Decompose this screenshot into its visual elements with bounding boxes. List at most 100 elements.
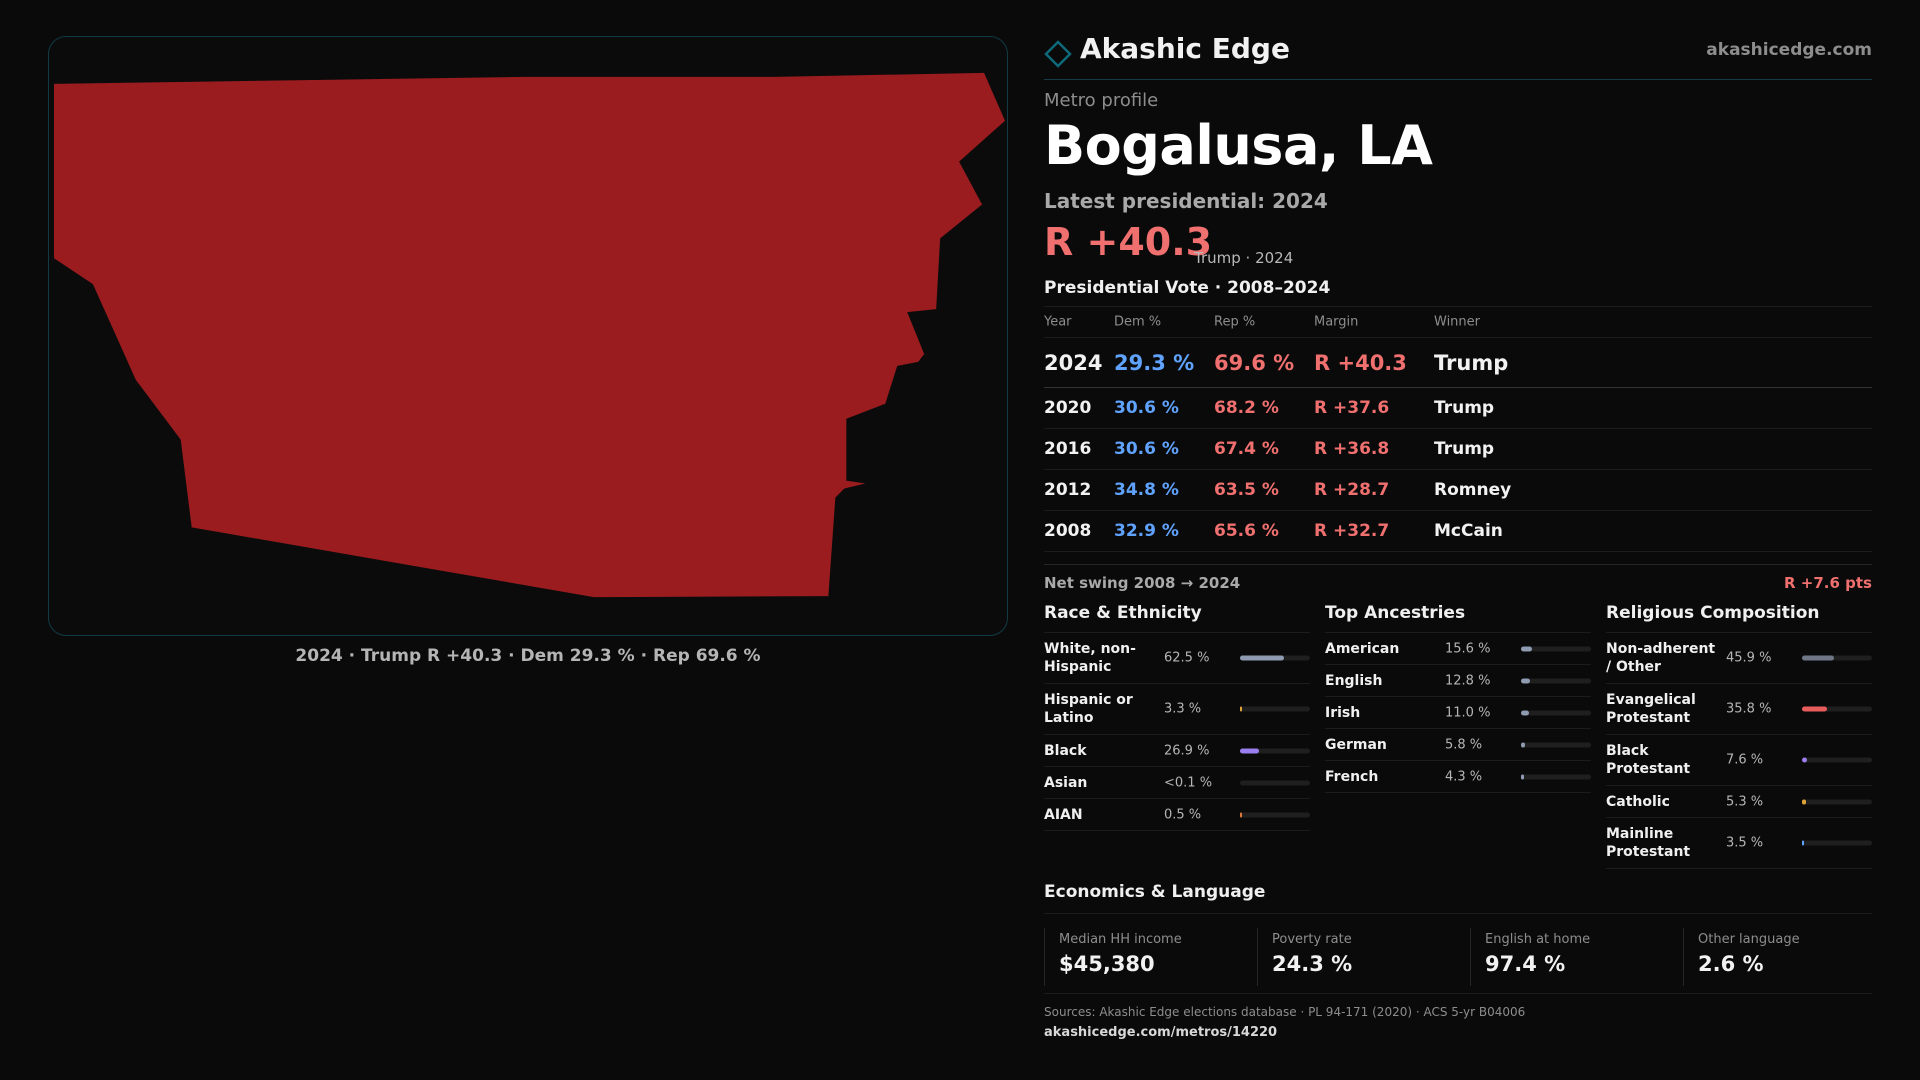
- sources-note: Sources: Akashic Edge elections database…: [1044, 1005, 1526, 1019]
- list-item-label: Mainline Protestant: [1606, 826, 1691, 860]
- cell-winner: McCain: [1434, 521, 1503, 541]
- headline-margin: R +40.3: [1044, 220, 1213, 264]
- cell-year: 2020: [1044, 398, 1092, 418]
- religion-title: Religious Composition: [1606, 600, 1872, 633]
- list-item-label: AIAN: [1044, 806, 1083, 823]
- cell-year: 2016: [1044, 439, 1092, 459]
- vote-table-title: Presidential Vote · 2008–2024: [1044, 278, 1331, 298]
- list-item: Mainline Protestant 3.5 %: [1606, 818, 1872, 869]
- metro-map-svg: [53, 72, 1006, 598]
- list-item-label: French: [1325, 768, 1379, 785]
- cell-margin: R +37.6: [1314, 398, 1390, 418]
- share-bar-fill: [1802, 757, 1808, 763]
- stat-median-income: Median HH income $45,380: [1044, 928, 1251, 986]
- race-ethnicity-section: Race & Ethnicity White, non-Hispanic 62.…: [1044, 600, 1310, 831]
- share-bar: [1240, 748, 1310, 753]
- list-item-label: Asian: [1044, 774, 1088, 791]
- column-header-rep: Rep %: [1214, 314, 1256, 330]
- cell-dem: 29.3 %: [1114, 350, 1195, 375]
- cell-rep: 68.2 %: [1214, 398, 1279, 418]
- table-row: 2016 30.6 % 67.4 % R +36.8 Trump: [1044, 429, 1872, 470]
- list-item-label: Irish: [1325, 704, 1361, 721]
- cell-winner: Trump: [1434, 398, 1495, 418]
- stat-value: 97.4 %: [1485, 952, 1566, 976]
- column-header-margin: Margin: [1314, 314, 1359, 330]
- list-item-value: 5.8 %: [1445, 737, 1483, 752]
- share-bar-fill: [1802, 840, 1805, 846]
- net-swing-label: Net swing 2008 → 2024: [1044, 574, 1241, 592]
- cell-margin: R +40.3: [1314, 350, 1407, 375]
- column-header-dem: Dem %: [1114, 314, 1162, 330]
- brand-name[interactable]: Akashic Edge: [1080, 32, 1290, 65]
- share-bar: [1521, 678, 1591, 683]
- share-bar-fill: [1521, 774, 1524, 779]
- share-bar-fill: [1240, 812, 1242, 817]
- cell-dem: 30.6 %: [1114, 398, 1179, 418]
- list-item: German 5.8 %: [1325, 729, 1591, 761]
- economics-grid: Median HH income $45,380 Poverty rate 24…: [1044, 928, 1872, 994]
- cell-margin: R +28.7: [1314, 480, 1390, 500]
- share-bar-fill: [1521, 646, 1532, 651]
- share-bar: [1521, 742, 1591, 747]
- list-item: Irish 11.0 %: [1325, 697, 1591, 729]
- list-item-label: German: [1325, 736, 1387, 753]
- list-item: American 15.6 %: [1325, 633, 1591, 665]
- column-header-winner: Winner: [1434, 314, 1481, 330]
- brand-header: Akashic Edge akashicedge.com: [1044, 30, 1872, 80]
- share-bar: [1521, 774, 1591, 779]
- stat-label: Median HH income: [1059, 932, 1182, 947]
- stat-label: Poverty rate: [1272, 932, 1352, 947]
- latest-presidential-label: Latest presidential: 2024: [1044, 189, 1328, 213]
- stat-value: 24.3 %: [1272, 952, 1353, 976]
- list-item: French 4.3 %: [1325, 761, 1591, 793]
- brand-url-link[interactable]: akashicedge.com: [1706, 40, 1872, 60]
- list-item-label: Catholic: [1606, 793, 1670, 810]
- list-item-value: 26.9 %: [1164, 743, 1210, 758]
- stat-value: $45,380: [1059, 952, 1155, 976]
- list-item-value: 3.5 %: [1726, 835, 1764, 851]
- list-item: White, non-Hispanic 62.5 %: [1044, 633, 1310, 684]
- stat-poverty-rate: Poverty rate 24.3 %: [1257, 928, 1464, 986]
- share-bar-fill: [1240, 655, 1284, 661]
- stat-value: 2.6 %: [1698, 952, 1764, 976]
- list-item: English 12.8 %: [1325, 665, 1591, 697]
- permalink[interactable]: akashicedge.com/metros/14220: [1044, 1025, 1278, 1040]
- share-bar-fill: [1802, 799, 1806, 804]
- stat-english-at-home: English at home 97.4 %: [1470, 928, 1677, 986]
- metro-map[interactable]: [48, 36, 1008, 636]
- cell-year: 2024: [1044, 350, 1103, 375]
- cell-winner: Trump: [1434, 439, 1495, 459]
- list-item-value: 62.5 %: [1164, 650, 1210, 666]
- presidential-vote-table: Year Dem % Rep % Margin Winner 2024 29.3…: [1044, 306, 1872, 552]
- share-bar: [1802, 840, 1872, 846]
- economics-title: Economics & Language: [1044, 882, 1872, 914]
- list-item-label: Non-adherent / Other: [1606, 641, 1716, 675]
- stat-other-language: Other language 2.6 %: [1683, 928, 1890, 986]
- race-ethnicity-title: Race & Ethnicity: [1044, 600, 1310, 633]
- cell-dem: 30.6 %: [1114, 439, 1179, 459]
- cell-rep: 65.6 %: [1214, 521, 1279, 541]
- list-item-label: White, non-Hispanic: [1044, 641, 1136, 675]
- share-bar-fill: [1240, 706, 1243, 712]
- diamond-icon: [1044, 40, 1072, 68]
- cell-year: 2012: [1044, 480, 1092, 500]
- share-bar: [1240, 655, 1310, 661]
- cell-margin: R +32.7: [1314, 521, 1390, 541]
- table-row: 2020 30.6 % 68.2 % R +37.6 Trump: [1044, 388, 1872, 429]
- list-item-value: 12.8 %: [1445, 673, 1491, 688]
- table-header-row: Year Dem % Rep % Margin Winner: [1044, 306, 1872, 338]
- share-bar: [1802, 655, 1872, 661]
- cell-margin: R +36.8: [1314, 439, 1390, 459]
- list-item-value: 15.6 %: [1445, 641, 1491, 656]
- table-row: 2024 29.3 % 69.6 % R +40.3 Trump: [1044, 338, 1872, 388]
- page-eyebrow: Metro profile: [1044, 90, 1159, 111]
- headline-margin-note: Trump · 2024: [1194, 249, 1294, 267]
- share-bar: [1240, 706, 1310, 712]
- cell-dem: 32.9 %: [1114, 521, 1179, 541]
- share-bar: [1240, 780, 1310, 785]
- share-bar: [1802, 706, 1872, 712]
- profile-panel: Akashic Edge akashicedge.com Metro profi…: [1044, 0, 1872, 1080]
- list-item: Evangelical Protestant 35.8 %: [1606, 684, 1872, 735]
- cell-winner: Romney: [1434, 480, 1512, 500]
- metro-boundary-shape[interactable]: [53, 72, 1006, 598]
